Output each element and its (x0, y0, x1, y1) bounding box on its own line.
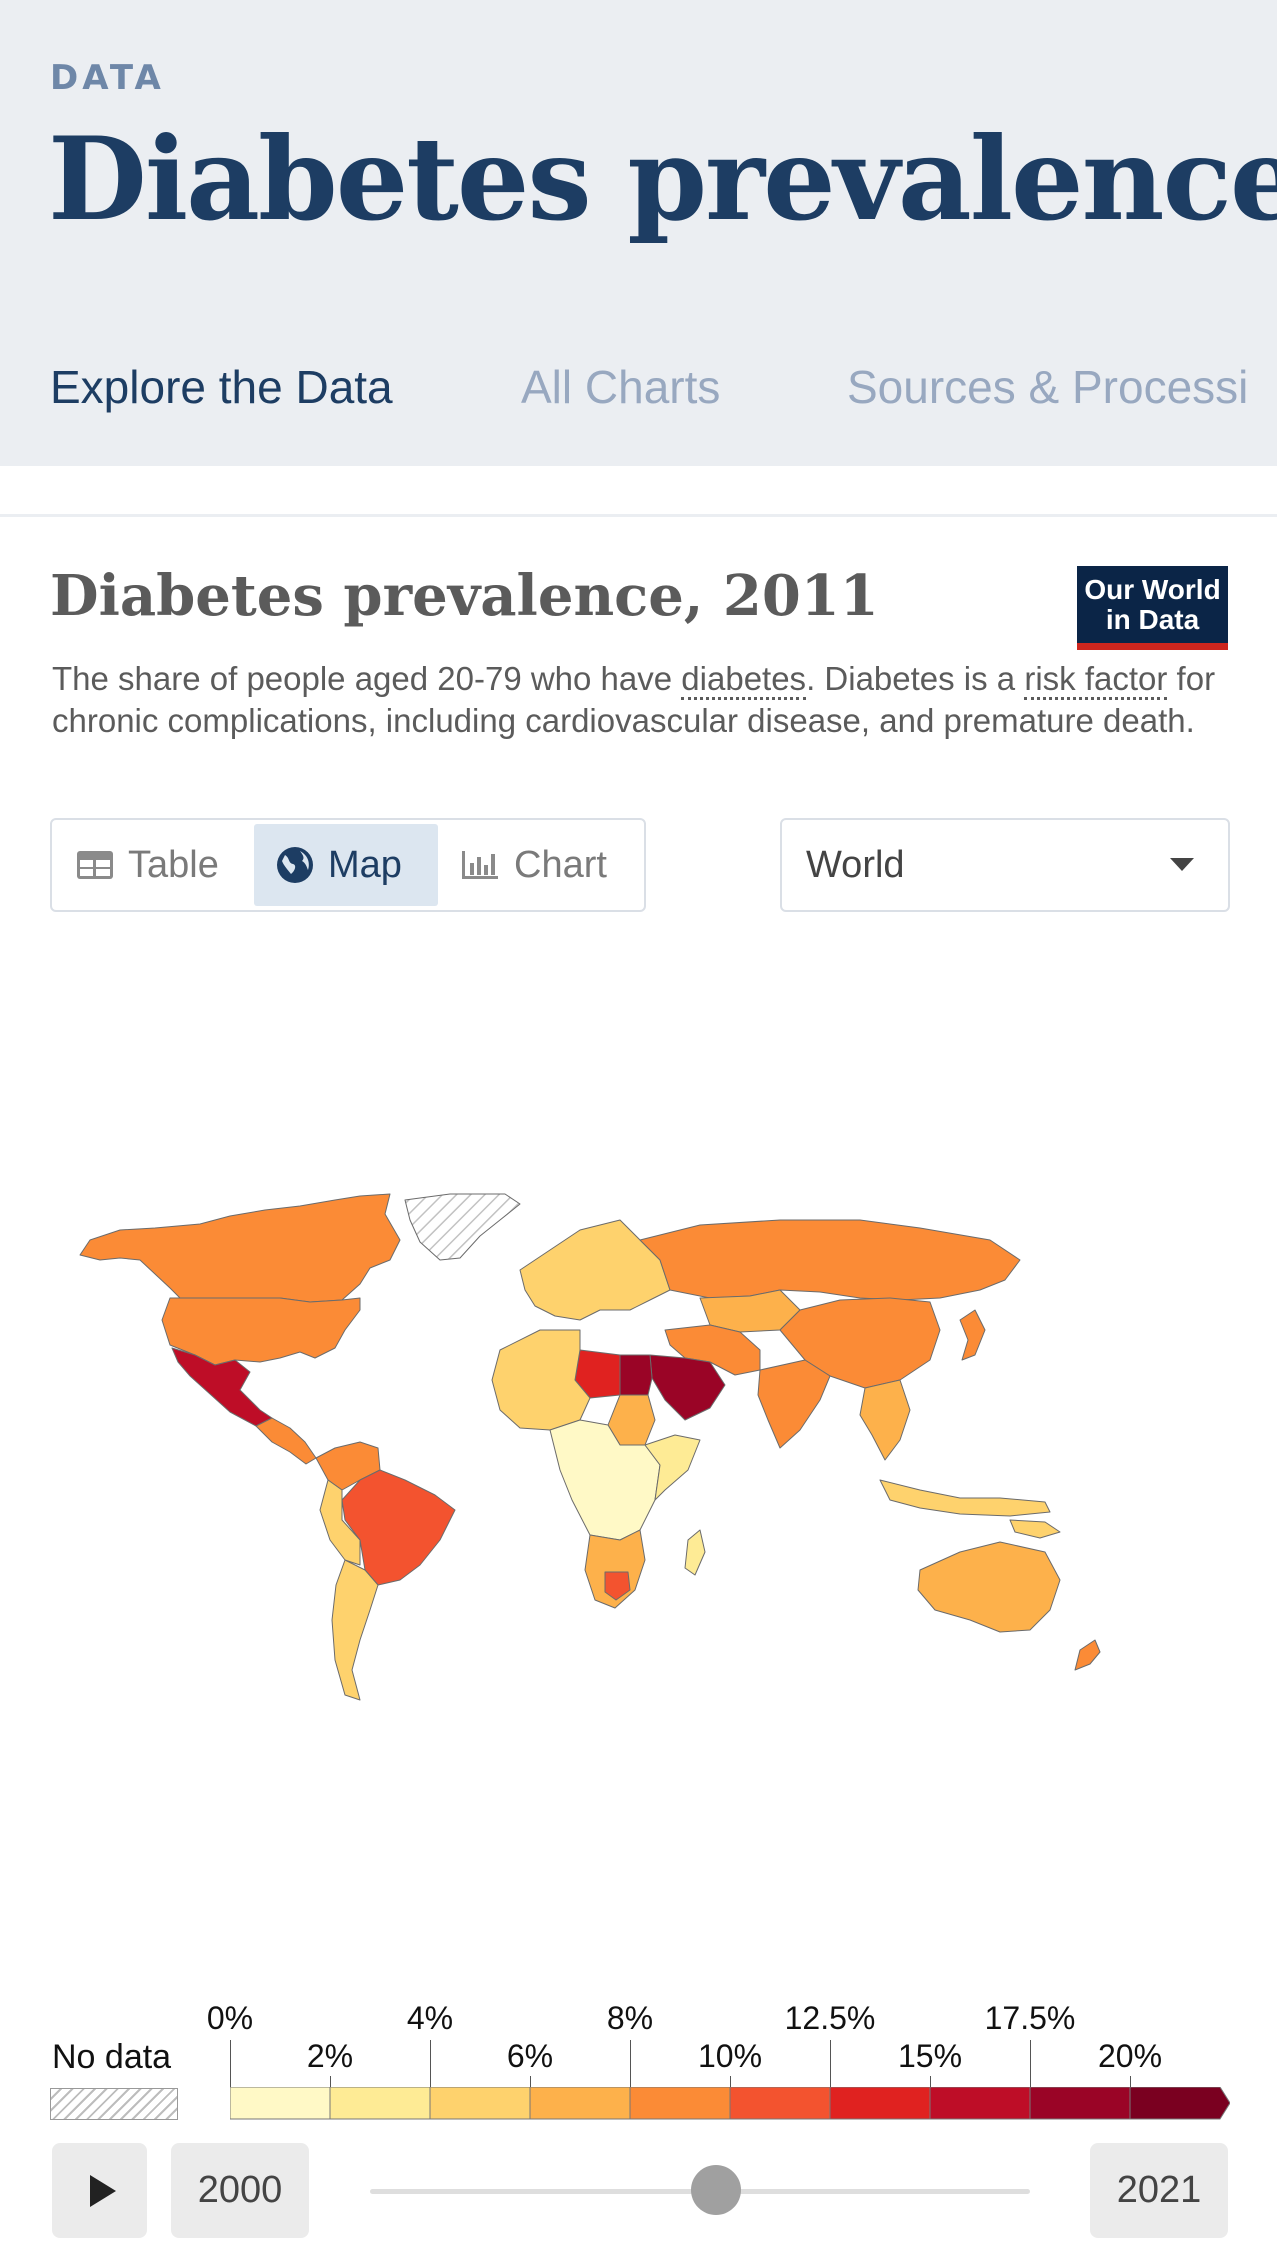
tab-explore-the-data[interactable]: Explore the Data (50, 361, 393, 413)
country-east-africa[interactable] (644, 1434, 701, 1501)
subtitle-text-2: . Diabetes is a (806, 660, 1025, 697)
diabetes-link[interactable]: diabetes (681, 660, 807, 700)
legend-tick (430, 2040, 431, 2087)
tab-all-charts[interactable]: All Charts (521, 361, 721, 413)
country-australia[interactable] (917, 1541, 1061, 1633)
legend-bin-9[interactable] (1129, 2087, 1230, 2120)
map-tab-label: Map (328, 843, 402, 886)
logo-line-1: Our World (1084, 574, 1221, 605)
page-header: DATA Diabetes prevalence Explore the Dat… (0, 0, 1277, 466)
legend-label-15pct: 15% (897, 2038, 963, 2074)
timeline-start-year[interactable]: 2000 (171, 2143, 309, 2238)
legend-tick (930, 2076, 931, 2087)
view-tabs: Table Map Chart (50, 818, 646, 912)
legend-tick (230, 2040, 231, 2087)
legend-label-10pct: 10% (697, 2038, 763, 2074)
legend-bin-8[interactable] (1029, 2087, 1131, 2120)
legend-bin-4[interactable] (629, 2087, 731, 2120)
legend-bin-7[interactable] (929, 2087, 1031, 2120)
legend-bin-0[interactable] (230, 2087, 331, 2120)
country-peru-bolivia[interactable] (319, 1479, 361, 1566)
timeline-end-year[interactable]: 2021 (1090, 2143, 1228, 2238)
world-map-svg (79, 1193, 1101, 1701)
section-tabs: Explore the Data All Charts Sources & Pr… (0, 360, 1277, 426)
no-data-swatch (50, 2088, 178, 2120)
chart-title: Diabetes prevalence, 2011 (50, 563, 879, 629)
subtitle-text-1: The share of people aged 20-79 who have (52, 660, 682, 697)
country-europe[interactable] (519, 1219, 671, 1321)
legend-tick (1030, 2040, 1031, 2087)
country-papua-new-guinea[interactable] (1009, 1519, 1061, 1539)
region-select[interactable]: World (780, 818, 1230, 912)
country-brazil[interactable] (341, 1469, 456, 1586)
legend-label-12-5pct: 12.5% (784, 2000, 876, 2036)
bar-chart-icon (462, 851, 498, 879)
table-tab-label: Table (128, 843, 219, 886)
country-india[interactable] (757, 1359, 831, 1449)
legend-bin-6[interactable] (829, 2087, 931, 2120)
region-select-value: World (806, 844, 905, 886)
play-button[interactable] (52, 2143, 147, 2238)
map-tab[interactable]: Map (254, 824, 438, 906)
logo-line-2: in Data (1105, 604, 1200, 635)
logo-bar (1077, 643, 1228, 650)
color-legend: 0% 4% 8% 12.5% 17.5% 2% 6% 10% 15% 20% (207, 2000, 1230, 2130)
page-kicker: DATA (50, 58, 165, 98)
country-russia[interactable] (639, 1219, 1021, 1301)
legend-label-6pct: 6% (506, 2038, 554, 2074)
legend-tick (630, 2040, 631, 2087)
legend-tick (1130, 2076, 1131, 2087)
legend-tick (530, 2076, 531, 2087)
country-middle-east[interactable] (664, 1324, 761, 1376)
card-top-border (0, 514, 1277, 517)
country-canada[interactable] (79, 1193, 401, 1303)
country-japan[interactable] (959, 1309, 986, 1361)
country-saudi-arabia[interactable] (649, 1354, 726, 1421)
country-central-america[interactable] (255, 1417, 317, 1465)
legend-label-20pct: 20% (1097, 2038, 1163, 2074)
table-tab[interactable]: Table (76, 824, 256, 906)
table-icon (77, 851, 113, 879)
subtitle-text-3: for chronic complications, including car… (52, 660, 1216, 739)
play-icon (90, 2175, 116, 2207)
legend-bin-2[interactable] (429, 2087, 531, 2120)
chart-tab[interactable]: Chart (460, 824, 640, 906)
owid-logo[interactable]: Our World in Data (1077, 566, 1228, 650)
timeline-handle[interactable] (690, 2165, 741, 2215)
risk-factor-link[interactable]: risk factor (1024, 660, 1168, 700)
no-data-label: No data (52, 2038, 172, 2076)
page-title: Diabetes prevalence (48, 112, 1277, 246)
legend-bin-3[interactable] (529, 2087, 631, 2120)
world-map[interactable] (60, 1180, 1180, 1720)
legend-label-17-5pct: 17.5% (984, 2000, 1076, 2036)
country-argentina-chile[interactable] (331, 1559, 379, 1701)
country-new-zealand[interactable] (1074, 1639, 1101, 1671)
legend-label-4pct: 4% (406, 2000, 454, 2036)
country-egypt[interactable] (619, 1354, 653, 1396)
globe-icon (277, 847, 313, 883)
country-madagascar[interactable] (684, 1529, 706, 1576)
legend-tick (730, 2076, 731, 2087)
legend-bin-5[interactable] (729, 2087, 831, 2120)
country-indonesia[interactable] (879, 1479, 1051, 1517)
legend-label-2pct: 2% (306, 2038, 354, 2074)
legend-tick (330, 2076, 331, 2087)
country-mexico[interactable] (171, 1347, 273, 1427)
chart-subtitle: The share of people aged 20-79 who have … (52, 658, 1232, 742)
legend-label-0pct: 0% (206, 2000, 254, 2036)
chart-tab-label: Chart (514, 843, 607, 886)
country-south-africa[interactable] (604, 1571, 631, 1601)
legend-bin-1[interactable] (329, 2087, 431, 2120)
country-southeast-asia[interactable] (859, 1379, 911, 1461)
country-north-west-africa[interactable] (491, 1329, 591, 1431)
caret-down-icon (1170, 858, 1194, 871)
country-greenland[interactable] (404, 1193, 521, 1261)
legend-tick (830, 2040, 831, 2087)
legend-label-8pct: 8% (606, 2000, 654, 2036)
tab-sources-processing[interactable]: Sources & Processi (847, 361, 1249, 413)
legend-color-bar (230, 2087, 1230, 2120)
